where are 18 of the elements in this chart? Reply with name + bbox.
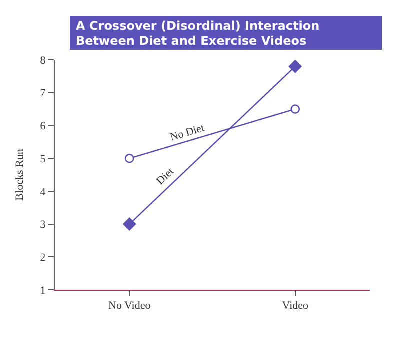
x-tick-label: Video [282, 300, 309, 312]
point [290, 104, 300, 114]
y-tick-label: 6 [40, 120, 46, 133]
point [123, 218, 136, 231]
y-tick-label: 1 [40, 284, 46, 297]
y-axis-title: Blocks Run [14, 148, 26, 201]
y-tick-label: 4 [40, 186, 46, 198]
point [124, 154, 134, 164]
y-tick-label: 7 [40, 88, 46, 100]
y-tick-label: 5 [40, 153, 46, 166]
text: Diet [154, 166, 176, 188]
point [288, 60, 302, 74]
x-tick-label: No Video [108, 300, 152, 312]
y-tick-label: 3 [40, 219, 46, 232]
text: No Diet [168, 122, 206, 144]
y-tick-label: 8 [40, 54, 46, 67]
chart-title: A Crossover (Disordinal) Interaction Between Diet and Exercise Videos [70, 16, 382, 52]
y-tick-label: 2 [40, 252, 46, 264]
